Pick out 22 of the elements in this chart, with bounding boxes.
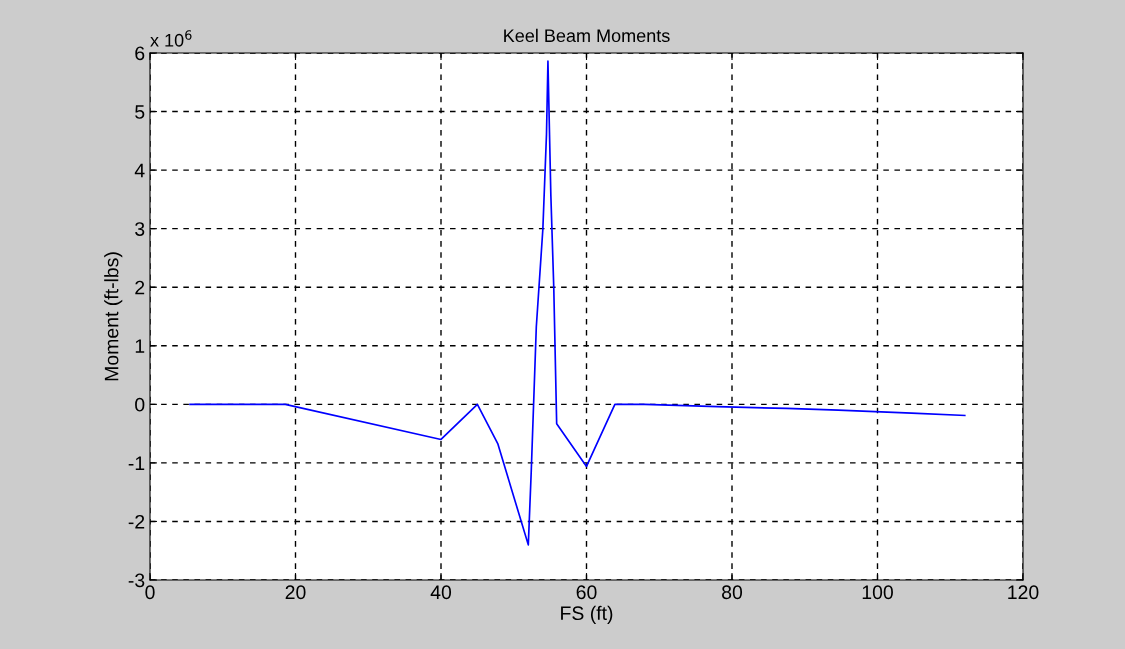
y-tick-label: 2 (135, 280, 145, 295)
y-axis-title: Moment (ft-lbs) (104, 252, 123, 381)
x-tick-label: 120 (1008, 585, 1039, 600)
y-tick-label: 5 (135, 105, 145, 119)
x-tick-label: 80 (722, 585, 743, 600)
y-tick-label: 4 (134, 163, 145, 178)
y-tick-label: -3 (128, 573, 145, 588)
text: x 10$^{6}$ (150, 30, 192, 47)
y-tick-label: -1 (128, 456, 145, 470)
x-tick-label: 40 (430, 585, 452, 600)
y-tick-label: 1 (135, 339, 145, 353)
y-tick-label: -2 (128, 514, 145, 529)
y-tick-label: 3 (135, 222, 145, 236)
chart-title: Keel Beam Moments (504, 28, 670, 43)
y-tick-label: 6 (135, 46, 145, 61)
x-tick-label: 20 (285, 585, 306, 600)
line-series (189, 60, 966, 546)
x-axis-title: FS (ft) (561, 605, 613, 624)
x-tick-label: 60 (576, 585, 597, 600)
x-tick-label: 100 (862, 585, 893, 600)
y-tick-label: 0 (135, 397, 145, 412)
x-tick-label: 0 (145, 585, 155, 600)
